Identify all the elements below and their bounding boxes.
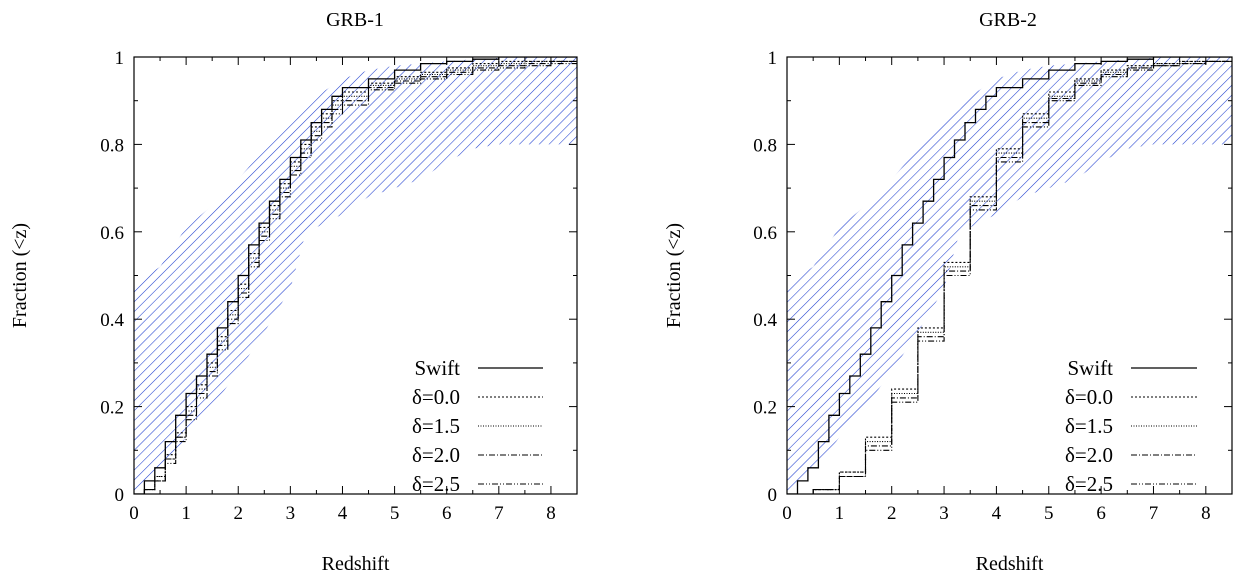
legend-label: Swift xyxy=(1067,356,1113,380)
legend-label: δ=0.0 xyxy=(1065,385,1113,409)
x-tick-label: 6 xyxy=(1096,503,1106,524)
y-axis-label: Fraction (<z) xyxy=(9,223,31,328)
y-tick-label: 0 xyxy=(768,485,778,506)
x-tick-label: 7 xyxy=(494,503,504,524)
confidence-band xyxy=(134,57,577,494)
series-line-swift xyxy=(787,57,1232,494)
x-tick-label: 7 xyxy=(1149,503,1159,524)
chart-title: GRB-1 xyxy=(326,9,384,31)
x-tick-label: 5 xyxy=(390,503,400,524)
x-tick-label: 0 xyxy=(782,503,792,524)
legend-label: δ=2.5 xyxy=(1065,472,1113,496)
x-axis-label: Redshift xyxy=(322,553,390,575)
legend-label: δ=0.0 xyxy=(412,385,460,409)
series-line-delta-3 xyxy=(787,60,1232,494)
y-tick-label: 0.2 xyxy=(753,398,777,419)
y-tick-label: 1 xyxy=(768,48,778,69)
y-tick-label: 0.4 xyxy=(100,310,124,331)
x-tick-label: 2 xyxy=(887,503,897,524)
series-line-delta-4 xyxy=(134,61,577,494)
y-tick-label: 0.8 xyxy=(100,135,124,156)
y-tick-label: 0.6 xyxy=(100,223,124,244)
x-tick-label: 8 xyxy=(1201,503,1211,524)
y-tick-label: 0.2 xyxy=(100,398,124,419)
legend-label: Swift xyxy=(414,356,460,380)
panel-2: GRB-2 0 1 2 3 4 5 6 7 8 0 0.2 0.4 0.6 0.8 1 Redshift Frac… xyxy=(663,9,1233,575)
series-line-delta-3 xyxy=(134,60,577,494)
legend-label: δ=1.5 xyxy=(1065,414,1113,438)
x-tick-label: 0 xyxy=(129,503,139,524)
y-tick-label: 0.4 xyxy=(753,310,777,331)
x-tick-label: 1 xyxy=(835,503,845,524)
legend-label: δ=2.5 xyxy=(412,472,460,496)
y-tick-label: 0.8 xyxy=(753,135,777,156)
y-tick-label: 0 xyxy=(115,485,125,506)
y-tick-label: 0.6 xyxy=(753,223,777,244)
legend: Swift δ=0.0 δ=1.5 δ=2.0 δ=2.5 xyxy=(412,356,543,496)
x-tick-label: 1 xyxy=(181,503,191,524)
x-axis-label: Redshift xyxy=(976,553,1044,575)
x-tick-label: 4 xyxy=(338,503,348,524)
y-axis-label: Fraction (<z) xyxy=(663,223,685,328)
x-tick-label: 3 xyxy=(939,503,949,524)
chart-title: GRB-2 xyxy=(979,9,1037,31)
legend-label: δ=2.0 xyxy=(1065,443,1113,467)
legend: Swift δ=0.0 δ=1.5 δ=2.0 δ=2.5 xyxy=(1065,356,1197,496)
x-tick-label: 2 xyxy=(233,503,243,524)
x-tick-label: 5 xyxy=(1044,503,1054,524)
legend-label: δ=2.0 xyxy=(412,443,460,467)
confidence-band xyxy=(787,57,1232,494)
x-tick-label: 6 xyxy=(442,503,452,524)
x-tick-label: 4 xyxy=(992,503,1002,524)
panel-1: GRB-1 0 1 2 3 4 5 6 7 8 0 0.2 0.4 0.6 0.8 1 Redshift Frac… xyxy=(9,9,578,575)
y-tick-label: 1 xyxy=(115,48,125,69)
x-tick-label: 8 xyxy=(546,503,556,524)
series-line-delta-4 xyxy=(787,60,1232,494)
x-tick-label: 3 xyxy=(286,503,296,524)
legend-label: δ=1.5 xyxy=(412,414,460,438)
